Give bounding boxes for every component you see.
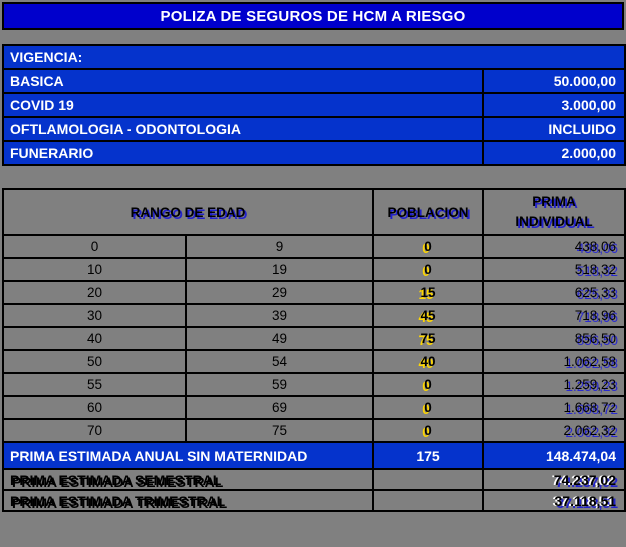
prima-cell: 1.668,72 bbox=[482, 395, 626, 420]
age-from-cell: 70 bbox=[2, 418, 187, 443]
prima-cell: 438,06 bbox=[482, 234, 626, 259]
total-label: PRIMA ESTIMADA ANUAL SIN MATERNIDAD bbox=[1, 441, 375, 470]
age-from-cell: 55 bbox=[2, 372, 187, 397]
table-row: 60 69 0 1.668,72 bbox=[2, 395, 626, 420]
prima-cell: 718,96 bbox=[482, 303, 626, 328]
poblacion-cell: 15 bbox=[372, 280, 485, 305]
coverage-label: OFTLAMOLOGIA - ODONTOLOGIA bbox=[2, 116, 484, 142]
poblacion-cell: 0 bbox=[372, 395, 485, 420]
table-row: 30 39 45 718,96 bbox=[2, 303, 626, 328]
table-header-row: RANGO DE EDAD POBLACION PRIMA INDIVIDUAL bbox=[1, 188, 626, 236]
poblacion-cell: 40 bbox=[372, 349, 485, 374]
table-row: 40 49 75 856,50 bbox=[2, 326, 626, 351]
poblacion-cell: 75 bbox=[372, 326, 485, 351]
page-title: POLIZA DE SEGUROS DE HCM A RIESGO bbox=[160, 7, 466, 25]
poblacion-cell: 0 bbox=[372, 418, 485, 443]
age-to-cell: 19 bbox=[184, 257, 375, 282]
total-prima: 148.474,04 bbox=[482, 441, 626, 470]
age-from-cell: 40 bbox=[2, 326, 187, 351]
age-to-cell: 69 bbox=[184, 395, 375, 420]
age-from-cell: 60 bbox=[2, 395, 187, 420]
age-to-cell: 75 bbox=[184, 418, 375, 443]
age-to-cell: 39 bbox=[184, 303, 375, 328]
poblacion-header: POBLACION bbox=[372, 188, 485, 236]
age-from-cell: 10 bbox=[2, 257, 187, 282]
vigencia-header-row: VIGENCIA: bbox=[2, 44, 626, 70]
prima-cell: 1.259,23 bbox=[482, 372, 626, 397]
total-poblacion: 175 bbox=[372, 441, 485, 470]
prima-cell: 2.062,32 bbox=[482, 418, 626, 443]
coverage-label: FUNERARIO bbox=[2, 140, 484, 166]
coverage-row-oftalmologia: OFTLAMOLOGIA - ODONTOLOGIA INCLUIDO bbox=[2, 116, 626, 142]
coverage-label: COVID 19 bbox=[2, 92, 484, 118]
table-row: 55 59 0 1.259,23 bbox=[2, 372, 626, 397]
coverage-value: 2.000,00 bbox=[482, 140, 626, 166]
coverage-value: INCLUIDO bbox=[482, 116, 626, 142]
age-premium-table: RANGO DE EDAD POBLACION PRIMA INDIVIDUAL… bbox=[1, 188, 626, 512]
table-row: 0 9 0 438,06 bbox=[2, 234, 626, 259]
summary-label: PRIMA ESTIMADA SEMESTRAL bbox=[1, 468, 375, 491]
prima-cell: 625,33 bbox=[482, 280, 626, 305]
rango-de-edad-header: RANGO DE EDAD bbox=[1, 188, 375, 236]
coverage-row-covid: COVID 19 3.000,00 bbox=[2, 92, 626, 118]
age-to-cell: 29 bbox=[184, 280, 375, 305]
summary-empty-cell bbox=[372, 468, 485, 491]
summary-row-trimestral: PRIMA ESTIMADA TRIMESTRAL 37.118,51 bbox=[1, 489, 626, 512]
summary-label: PRIMA ESTIMADA TRIMESTRAL bbox=[1, 489, 375, 512]
prima-cell: 1.062,58 bbox=[482, 349, 626, 374]
prima-cell: 856,50 bbox=[482, 326, 626, 351]
summary-value: 37.118,51 bbox=[482, 489, 626, 512]
age-to-cell: 59 bbox=[184, 372, 375, 397]
coverage-value: 50.000,00 bbox=[482, 68, 626, 94]
total-annual-row: PRIMA ESTIMADA ANUAL SIN MATERNIDAD 175 … bbox=[1, 441, 626, 470]
age-to-cell: 49 bbox=[184, 326, 375, 351]
summary-row-semestral: PRIMA ESTIMADA SEMESTRAL 74.237,02 bbox=[1, 468, 626, 491]
prima-cell: 518,32 bbox=[482, 257, 626, 282]
table-row: 70 75 0 2.062,32 bbox=[2, 418, 626, 443]
age-from-cell: 30 bbox=[2, 303, 187, 328]
coverage-row-basica: BASICA 50.000,00 bbox=[2, 68, 626, 94]
summary-value: 74.237,02 bbox=[482, 468, 626, 491]
policy-title-bar: POLIZA DE SEGUROS DE HCM A RIESGO bbox=[2, 2, 624, 30]
poblacion-cell: 0 bbox=[372, 372, 485, 397]
coverage-row-funerario: FUNERARIO 2.000,00 bbox=[2, 140, 626, 166]
vigencia-section: VIGENCIA: BASICA 50.000,00 COVID 19 3.00… bbox=[2, 44, 626, 166]
age-from-cell: 20 bbox=[2, 280, 187, 305]
poblacion-cell: 0 bbox=[372, 257, 485, 282]
poblacion-cell: 45 bbox=[372, 303, 485, 328]
prima-individual-header: PRIMA INDIVIDUAL bbox=[482, 188, 626, 236]
table-row: 20 29 15 625,33 bbox=[2, 280, 626, 305]
coverage-label: BASICA bbox=[2, 68, 484, 94]
summary-empty-cell bbox=[372, 489, 485, 512]
poblacion-cell: 0 bbox=[372, 234, 485, 259]
age-from-cell: 50 bbox=[2, 349, 187, 374]
table-row: 10 19 0 518,32 bbox=[2, 257, 626, 282]
table-row: 50 54 40 1.062,58 bbox=[2, 349, 626, 374]
age-to-cell: 9 bbox=[184, 234, 375, 259]
vigencia-header: VIGENCIA: bbox=[2, 44, 626, 70]
age-from-cell: 0 bbox=[2, 234, 187, 259]
age-to-cell: 54 bbox=[184, 349, 375, 374]
coverage-value: 3.000,00 bbox=[482, 92, 626, 118]
